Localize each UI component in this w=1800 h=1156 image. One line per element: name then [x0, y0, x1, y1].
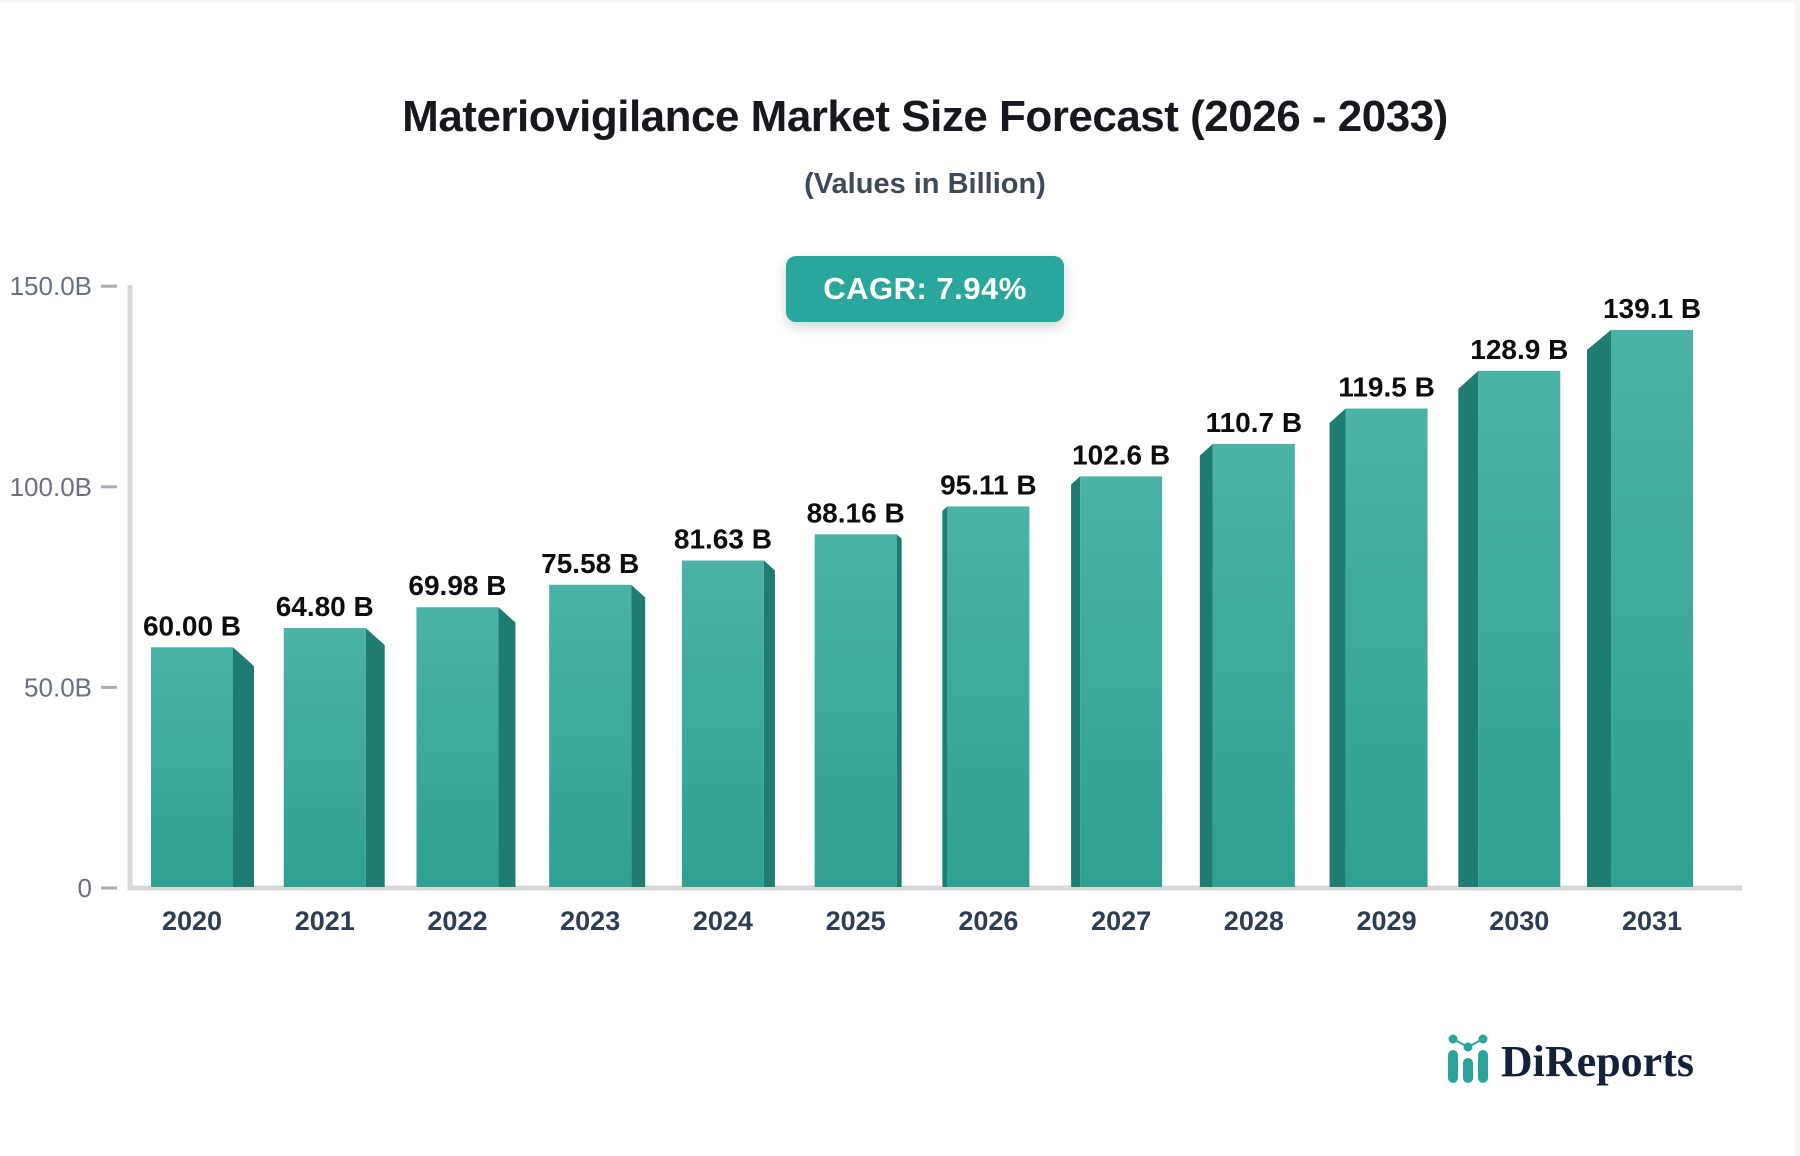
bar-side-face [1329, 408, 1346, 887]
bar-front-face [1478, 370, 1561, 887]
bar-side-face [631, 584, 646, 887]
bar-value-label: 110.7 B [1206, 407, 1303, 438]
bar-value-label: 119.5 B [1338, 372, 1435, 403]
bar-value-label: 88.16 B [807, 497, 905, 528]
bar-value-label: 75.58 B [541, 548, 639, 579]
direports-logo: DiReports [1447, 1030, 1694, 1084]
bar-2029 [1329, 408, 1428, 887]
bar-value-label: 95.11 B [940, 469, 1037, 500]
bar-side-face [1071, 476, 1081, 887]
bar-2030 [1458, 370, 1561, 887]
bar-front-face [1212, 443, 1295, 887]
bar-2028 [1199, 443, 1295, 887]
page-edge-top [0, 0, 1800, 3]
direports-logo-text: DiReports [1500, 1037, 1694, 1086]
bar-side-face [763, 560, 775, 887]
x-category-label: 2025 [826, 906, 886, 936]
bar-front-face [681, 560, 764, 887]
x-category-label: 2031 [1622, 906, 1682, 936]
bar-2023 [549, 584, 646, 887]
x-category-label: 2030 [1489, 906, 1549, 936]
bar-2026 [942, 506, 1030, 887]
x-category-label: 2021 [295, 906, 355, 936]
x-category-label: 2027 [1091, 906, 1151, 936]
y-tick-label: 50.0B [24, 672, 92, 702]
x-category-label: 2029 [1357, 906, 1417, 936]
bar-2027 [1071, 476, 1163, 887]
axes: 0 50.0B 100.0B 150.0B [10, 271, 1742, 903]
bar-front-face [416, 607, 499, 887]
bar-front-face [283, 628, 366, 887]
chart-subtitle: (Values in Billion) [804, 168, 1046, 200]
x-category-label: 2024 [693, 906, 753, 936]
bar-2021 [283, 628, 385, 887]
labels: 60.00 B 2020 64.80 B 2021 69.98 B 2022 75.58 B… [143, 293, 1701, 936]
bar-2031 [1587, 329, 1694, 887]
cagr-badge-wrap: CAGR: 7.94% [50, 256, 1800, 322]
bar-side-face [1458, 370, 1479, 887]
bar-2025 [814, 534, 902, 887]
bar-value-label: 102.6 B [1072, 439, 1170, 470]
bar-2024 [681, 560, 775, 887]
y-tick-label: 150.0B [10, 271, 92, 301]
bar-value-label: 60.00 B [143, 610, 241, 641]
bar-side-face [1199, 443, 1213, 887]
bar-value-label: 69.98 B [408, 570, 506, 601]
chart-title: Materiovigilance Market Size Forecast (2… [402, 92, 1448, 141]
bar-2022 [416, 607, 516, 887]
direports-logo-icon [1447, 1034, 1488, 1083]
bar-2020 [151, 647, 254, 887]
page-edge-right [1795, 0, 1800, 1156]
bar-side-face [498, 607, 516, 887]
y-tick-label: 100.0B [10, 472, 92, 502]
bar-front-face [947, 506, 1030, 887]
bar-value-label: 64.80 B [276, 591, 374, 622]
bar-side-face [1587, 329, 1612, 887]
bar-front-face [151, 647, 233, 887]
y-tick-label: 0 [78, 873, 92, 903]
x-category-label: 2028 [1224, 906, 1284, 936]
bars [151, 329, 1694, 887]
bar-value-label: 128.9 B [1470, 334, 1568, 365]
cagr-badge: CAGR: 7.94% [786, 256, 1064, 322]
bar-front-face [549, 584, 632, 887]
bar-value-label: 81.63 B [674, 524, 772, 555]
x-category-label: 2026 [958, 906, 1018, 936]
bar-side-face [233, 647, 254, 887]
x-category-label: 2020 [162, 906, 222, 936]
bar-value-label: 139.1 B [1603, 293, 1701, 324]
bar-front-face [814, 534, 897, 887]
bar-front-face [1080, 476, 1163, 887]
x-category-label: 2023 [560, 906, 620, 936]
bar-side-face [365, 628, 385, 887]
bar-side-face [942, 506, 948, 887]
x-category-label: 2022 [427, 906, 487, 936]
bar-front-face [1345, 408, 1428, 887]
bar-side-face [896, 534, 902, 887]
bar-front-face [1611, 329, 1694, 887]
